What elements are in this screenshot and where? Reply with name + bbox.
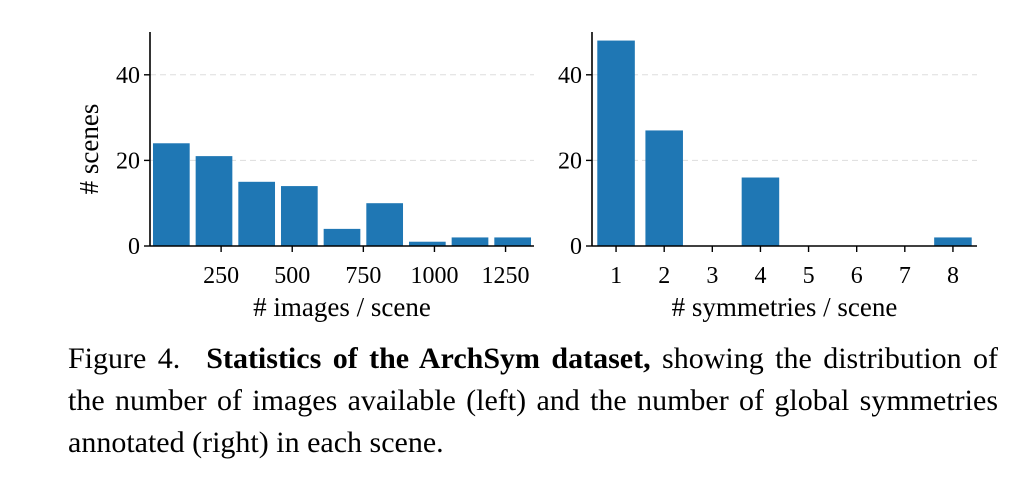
bar	[323, 228, 361, 246]
x-axis-label: # images / scene	[253, 292, 431, 322]
bar	[494, 237, 532, 246]
figure-number: Figure 4.	[68, 342, 181, 375]
y-axis-label: # scenes	[74, 104, 104, 195]
right-histogram: 0 20 40 1 2 3 4 5 6 7 8 # symmetries / scene	[558, 32, 977, 322]
x-tick-label: 3	[706, 263, 718, 289]
x-tick-label: 1250	[482, 263, 530, 289]
bar	[934, 237, 972, 246]
figure-title: Statistics of the ArchSym dataset,	[206, 342, 651, 375]
x-tick-label: 8	[947, 263, 959, 289]
left-histogram: 0 20 40 250 500 750 1000 1250 # images / scene # …	[74, 32, 534, 322]
bar	[451, 237, 489, 246]
bar	[645, 130, 683, 246]
x-tick-label: 1000	[410, 263, 458, 289]
x-axis-label: # symmetries / scene	[672, 292, 898, 322]
y-tick-label: 20	[558, 148, 582, 174]
x-tick-label: 5	[803, 263, 815, 289]
bar	[195, 156, 233, 246]
y-tick-label: 0	[128, 234, 140, 260]
x-tick-label: 2	[658, 263, 670, 289]
x-tick-label: 750	[345, 263, 381, 289]
bar	[152, 143, 190, 246]
x-tick-label: 4	[754, 263, 766, 289]
bar	[366, 203, 404, 246]
caption-text: showing the distribution of the number o…	[68, 342, 998, 459]
y-tick-label: 40	[116, 63, 140, 89]
figure-caption: Figure 4. Statistics of the ArchSym datas…	[68, 338, 998, 464]
x-tick-label: 1	[610, 263, 622, 289]
bar	[280, 186, 318, 246]
y-tick-label: 0	[570, 234, 582, 260]
bar	[408, 241, 446, 246]
x-tick-label: 6	[851, 263, 863, 289]
x-tick-label: 500	[274, 263, 310, 289]
bar	[238, 181, 276, 246]
bar	[741, 177, 780, 246]
x-tick-label: 250	[203, 263, 239, 289]
x-tick-label: 7	[899, 263, 911, 289]
y-tick-label: 40	[558, 63, 582, 89]
bar	[597, 40, 635, 247]
y-tick-label: 20	[116, 148, 140, 174]
